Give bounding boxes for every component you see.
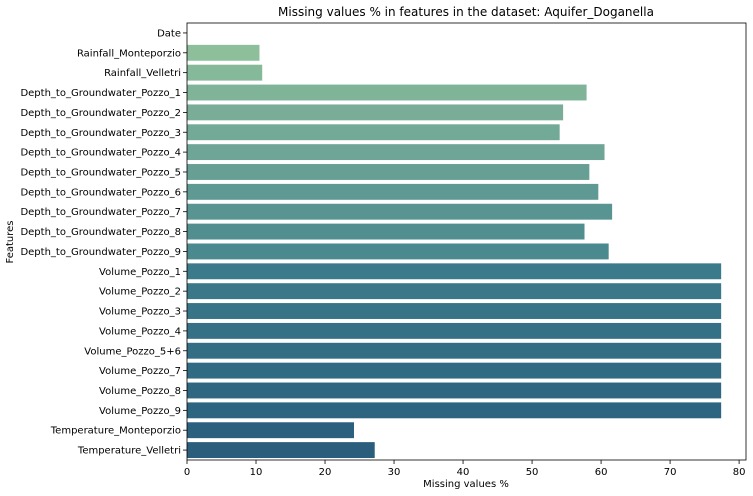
- y-tick-label: Volume_Pozzo_1: [99, 267, 181, 278]
- bar: [187, 44, 260, 61]
- bar: [187, 422, 355, 439]
- bar: [187, 64, 263, 81]
- bar: [187, 402, 722, 419]
- y-tick-label: Depth_to_Groundwater_Pozzo_6: [20, 187, 181, 198]
- y-tick-label: Depth_to_Groundwater_Pozzo_3: [20, 128, 181, 139]
- y-tick-label: Depth_to_Groundwater_Pozzo_2: [20, 108, 181, 119]
- bar: [187, 203, 613, 220]
- bar: [187, 183, 599, 200]
- y-tick-label: Date: [157, 28, 181, 39]
- x-tick-label: 30: [388, 467, 401, 478]
- bar: [187, 342, 722, 359]
- chart-title: Missing values % in features in the data…: [278, 5, 654, 19]
- bars-group: [187, 44, 722, 459]
- y-tick-label: Depth_to_Groundwater_Pozzo_1: [20, 88, 181, 99]
- y-tick-label: Volume_Pozzo_9: [99, 406, 181, 417]
- bar: [187, 124, 560, 141]
- bar: [187, 104, 564, 121]
- y-tick-label: Depth_to_Groundwater_Pozzo_7: [20, 207, 181, 218]
- y-tick-label: Temperature_Monteporzio: [50, 426, 181, 437]
- bar: [187, 164, 590, 180]
- bar: [187, 283, 722, 300]
- bar: [187, 362, 722, 379]
- bar: [187, 382, 722, 399]
- x-axis-label: Missing values %: [423, 479, 509, 490]
- y-tick-label: Volume_Pozzo_2: [99, 287, 181, 298]
- y-tick-label: Volume_Pozzo_8: [99, 386, 181, 397]
- bar: [187, 442, 375, 459]
- y-tick-label: Depth_to_Groundwater_Pozzo_8: [20, 227, 181, 238]
- y-tick-label: Volume_Pozzo_7: [99, 366, 181, 377]
- y-tick-label: Temperature_Velletri: [77, 446, 181, 457]
- x-tick-label: 10: [250, 467, 263, 478]
- y-tick-label: Volume_Pozzo_4: [99, 326, 181, 337]
- bar: [187, 243, 609, 260]
- x-tick-label: 40: [457, 467, 470, 478]
- bar: [187, 263, 722, 280]
- bar: [187, 144, 605, 161]
- bar: [187, 322, 722, 339]
- y-tick-label: Volume_Pozzo_3: [99, 307, 181, 318]
- y-tick-label: Depth_to_Groundwater_Pozzo_5: [20, 167, 181, 178]
- y-axis-ticks: Date Rainfall_Monteporzio Rainfall_Velletr…: [20, 28, 187, 457]
- x-tick-label: 80: [733, 467, 746, 478]
- y-axis-label: Features: [5, 221, 16, 264]
- x-tick-label: 60: [595, 467, 608, 478]
- x-tick-label: 20: [319, 467, 332, 478]
- x-tick-label: 70: [664, 467, 677, 478]
- x-tick-label: 50: [526, 467, 539, 478]
- y-tick-label: Depth_to_Groundwater_Pozzo_9: [20, 247, 181, 258]
- x-axis-ticks: 0 10 20 30 40 50 60 70 80: [184, 460, 746, 478]
- y-tick-label: Rainfall_Velletri: [104, 68, 181, 79]
- bar: [187, 223, 585, 240]
- bar: [187, 84, 587, 101]
- y-tick-label: Depth_to_Groundwater_Pozzo_4: [20, 148, 181, 159]
- x-tick-label: 0: [184, 467, 190, 478]
- y-tick-label: Volume_Pozzo_5+6: [84, 346, 181, 357]
- y-tick-label: Rainfall_Monteporzio: [77, 48, 181, 59]
- plot-frame: [186, 22, 747, 461]
- bar: [187, 303, 722, 319]
